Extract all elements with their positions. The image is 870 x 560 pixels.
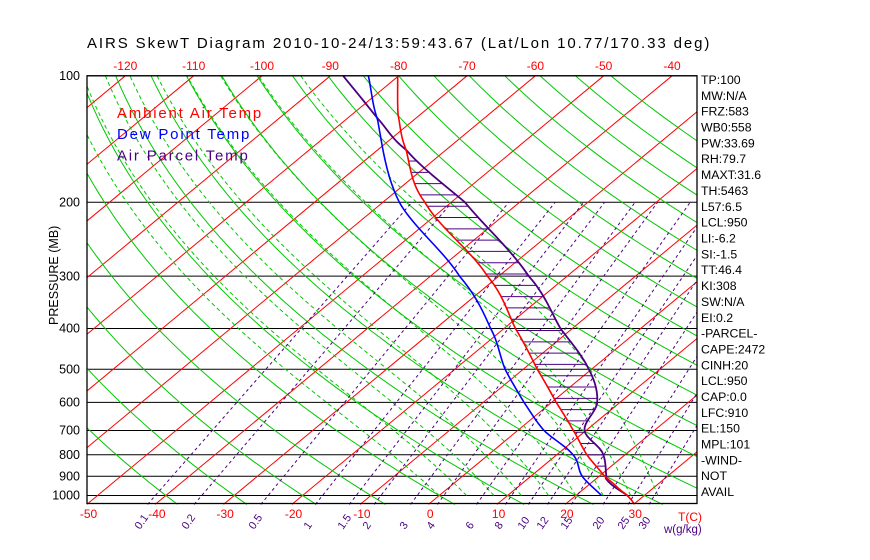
svg-text:-110: -110 xyxy=(182,59,205,73)
svg-text:w(g/kg): w(g/kg) xyxy=(663,524,702,536)
svg-text:RH:79.7: RH:79.7 xyxy=(701,152,746,166)
svg-text:SW:N/A: SW:N/A xyxy=(701,295,745,309)
svg-text:400: 400 xyxy=(59,322,80,336)
svg-text:KI:308: KI:308 xyxy=(701,279,737,293)
svg-text:PW:33.69: PW:33.69 xyxy=(701,136,755,150)
svg-text:CINH:20: CINH:20 xyxy=(701,358,748,372)
svg-text:EL:150: EL:150 xyxy=(701,422,740,436)
svg-text:MAXT:31.6: MAXT:31.6 xyxy=(701,168,761,182)
svg-text:-PARCEL-: -PARCEL- xyxy=(701,327,757,341)
svg-text:MPL:101: MPL:101 xyxy=(701,438,750,452)
svg-text:TT:46.4: TT:46.4 xyxy=(701,263,742,277)
svg-text:-WIND-: -WIND- xyxy=(701,453,742,467)
svg-text:LI:-6.2: LI:-6.2 xyxy=(701,232,736,246)
svg-text:CAP:0.0: CAP:0.0 xyxy=(701,390,747,404)
svg-text:Air Parcel Temp: Air Parcel Temp xyxy=(117,148,250,165)
svg-text:10: 10 xyxy=(492,507,506,521)
svg-text:-30: -30 xyxy=(217,507,235,521)
svg-text:600: 600 xyxy=(59,396,80,410)
svg-text:LCL:950: LCL:950 xyxy=(701,374,748,388)
svg-text:FRZ:583: FRZ:583 xyxy=(701,105,749,119)
svg-text:LFC:910: LFC:910 xyxy=(701,406,748,420)
svg-text:300: 300 xyxy=(59,269,80,283)
svg-text:-50: -50 xyxy=(595,59,613,73)
svg-text:1000: 1000 xyxy=(52,489,80,503)
svg-text:800: 800 xyxy=(59,448,80,462)
svg-text:100: 100 xyxy=(59,69,80,83)
svg-text:-100: -100 xyxy=(250,59,274,73)
svg-text:-40: -40 xyxy=(663,59,681,73)
svg-text:-50: -50 xyxy=(80,507,98,521)
svg-text:-10: -10 xyxy=(353,507,371,521)
svg-text:700: 700 xyxy=(59,424,80,438)
svg-text:900: 900 xyxy=(59,470,80,484)
svg-text:-20: -20 xyxy=(285,507,303,521)
svg-text:SI:-1.5: SI:-1.5 xyxy=(701,247,737,261)
svg-text:EI:0.2: EI:0.2 xyxy=(701,311,733,325)
svg-text:LCL:950: LCL:950 xyxy=(701,216,748,230)
svg-text:TP:100: TP:100 xyxy=(701,73,741,87)
svg-text:-70: -70 xyxy=(458,59,476,73)
svg-text:200: 200 xyxy=(59,195,80,209)
svg-text:0: 0 xyxy=(427,507,434,521)
svg-text:AVAIL: AVAIL xyxy=(701,485,734,499)
svg-text:L57:6.5: L57:6.5 xyxy=(701,200,742,214)
svg-text:-60: -60 xyxy=(527,59,545,73)
svg-text:Ambient Air Temp: Ambient Air Temp xyxy=(117,105,263,122)
svg-text:500: 500 xyxy=(59,362,80,376)
svg-text:Dew Point Temp: Dew Point Temp xyxy=(117,126,251,143)
svg-text:T(C): T(C) xyxy=(678,510,702,524)
svg-text:PRESSURE (MB): PRESSURE (MB) xyxy=(47,226,61,325)
svg-text:-120: -120 xyxy=(113,59,137,73)
svg-text:AIRS SkewT Diagram 2010-10-24/: AIRS SkewT Diagram 2010-10-24/13:59:43.6… xyxy=(87,35,711,52)
svg-text:NOT: NOT xyxy=(701,469,727,483)
svg-text:CAPE:2472: CAPE:2472 xyxy=(701,342,765,356)
svg-text:-90: -90 xyxy=(322,59,340,73)
svg-text:-80: -80 xyxy=(390,59,408,73)
svg-text:MW:N/A: MW:N/A xyxy=(701,89,747,103)
svg-text:TH:5463: TH:5463 xyxy=(701,184,748,198)
svg-text:WB0:558: WB0:558 xyxy=(701,121,752,135)
svg-text:-40: -40 xyxy=(148,507,166,521)
